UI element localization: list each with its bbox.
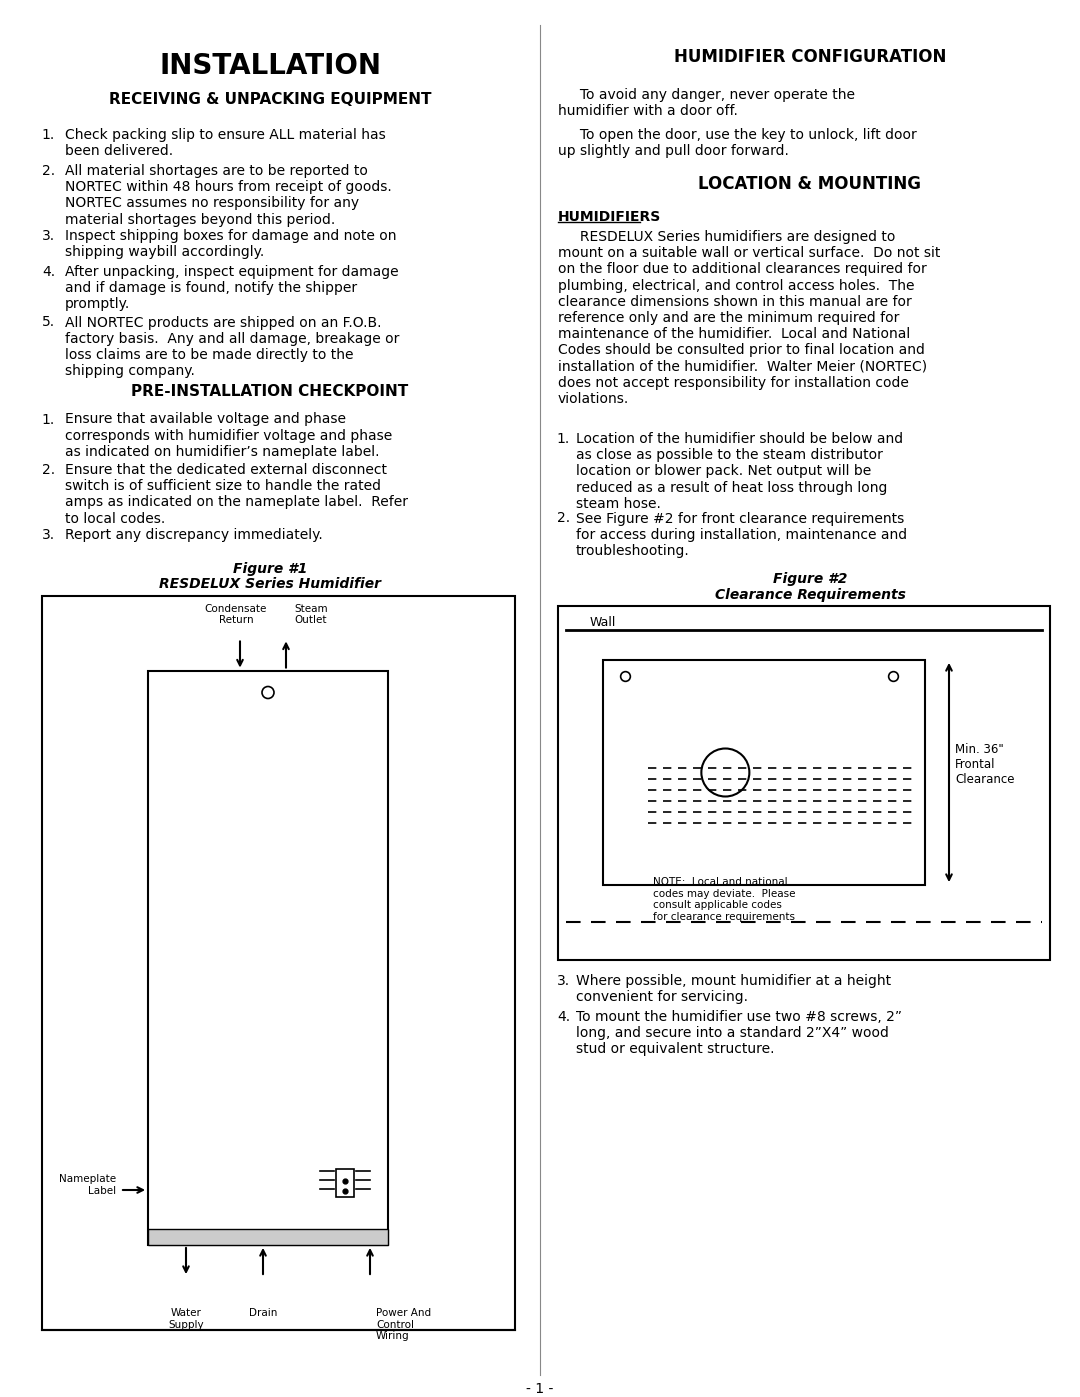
Text: Ensure that available voltage and phase
corresponds with humidifier voltage and : Ensure that available voltage and phase … <box>65 412 392 458</box>
Text: - 1 -: - 1 - <box>526 1382 554 1396</box>
Text: Report any discrepancy immediately.: Report any discrepancy immediately. <box>65 528 323 542</box>
Text: Condensate
Return: Condensate Return <box>205 604 267 624</box>
Text: Clearance Requirements: Clearance Requirements <box>715 588 905 602</box>
Text: Min. 36"
Frontal
Clearance: Min. 36" Frontal Clearance <box>955 743 1014 787</box>
Text: 1.: 1. <box>42 412 55 426</box>
Text: 2.: 2. <box>557 511 570 525</box>
Text: HUMIDIFIER CONFIGURATION: HUMIDIFIER CONFIGURATION <box>674 47 946 66</box>
Text: See Figure #2 for front clearance requirements
for access during installation, m: See Figure #2 for front clearance requir… <box>576 511 907 557</box>
Text: Wall: Wall <box>590 616 617 629</box>
Text: HUMIDIFIERS: HUMIDIFIERS <box>558 210 661 224</box>
Bar <box>42 595 515 1330</box>
Text: Inspect shipping boxes for damage and note on
shipping waybill accordingly.: Inspect shipping boxes for damage and no… <box>65 229 396 260</box>
Bar <box>148 671 388 1245</box>
Text: 2.: 2. <box>42 462 55 476</box>
Text: All NORTEC products are shipped on an F.O.B.
factory basis.  Any and all damage,: All NORTEC products are shipped on an F.… <box>65 316 400 379</box>
Text: Check packing slip to ensure ALL material has
been delivered.: Check packing slip to ensure ALL materia… <box>65 129 386 158</box>
Text: 2.: 2. <box>42 163 55 177</box>
Text: Drain: Drain <box>248 1308 278 1317</box>
Text: 1.: 1. <box>42 129 55 142</box>
Text: 3.: 3. <box>42 528 55 542</box>
Text: 1.: 1. <box>557 432 570 446</box>
Text: RESDELUX Series Humidifier: RESDELUX Series Humidifier <box>159 577 381 591</box>
Text: Figure #2: Figure #2 <box>773 571 847 585</box>
Text: Where possible, mount humidifier at a height
convenient for servicing.: Where possible, mount humidifier at a he… <box>576 974 891 1004</box>
Text: To open the door, use the key to unlock, lift door
up slightly and pull door for: To open the door, use the key to unlock,… <box>558 129 917 158</box>
Bar <box>603 659 924 886</box>
Text: After unpacking, inspect equipment for damage
and if damage is found, notify the: After unpacking, inspect equipment for d… <box>65 265 399 312</box>
Text: 3.: 3. <box>42 229 55 243</box>
Text: Steam
Outlet: Steam Outlet <box>294 604 327 624</box>
Text: Water
Supply: Water Supply <box>168 1308 204 1330</box>
Text: RESDELUX Series humidifiers are designed to
mount on a suitable wall or vertical: RESDELUX Series humidifiers are designed… <box>558 231 941 407</box>
Text: Ensure that the dedicated external disconnect
switch is of sufficient size to ha: Ensure that the dedicated external disco… <box>65 462 408 525</box>
Text: 4.: 4. <box>557 1010 570 1024</box>
Text: Figure #1: Figure #1 <box>233 562 307 576</box>
Text: To mount the humidifier use two #8 screws, 2”
long, and secure into a standard 2: To mount the humidifier use two #8 screw… <box>576 1010 902 1056</box>
Text: To avoid any danger, never operate the
humidifier with a door off.: To avoid any danger, never operate the h… <box>558 88 855 119</box>
Text: PRE-INSTALLATION CHECKPOINT: PRE-INSTALLATION CHECKPOINT <box>132 384 408 400</box>
Text: Power And
Control
Wiring: Power And Control Wiring <box>376 1308 431 1341</box>
Text: All material shortages are to be reported to
NORTEC within 48 hours from receipt: All material shortages are to be reporte… <box>65 163 392 226</box>
Bar <box>336 1169 354 1197</box>
Bar <box>148 1229 388 1245</box>
Bar <box>558 606 1050 960</box>
Text: RECEIVING & UNPACKING EQUIPMENT: RECEIVING & UNPACKING EQUIPMENT <box>109 92 431 108</box>
Text: 4.: 4. <box>42 265 55 279</box>
Text: Nameplate
Label: Nameplate Label <box>59 1175 116 1196</box>
Text: INSTALLATION: INSTALLATION <box>159 52 381 80</box>
Text: 5.: 5. <box>42 316 55 330</box>
Text: NOTE:  Local and national
codes may deviate.  Please
consult applicable codes
fo: NOTE: Local and national codes may devia… <box>653 877 796 922</box>
Text: Location of the humidifier should be below and
as close as possible to the steam: Location of the humidifier should be bel… <box>576 432 903 511</box>
Text: LOCATION & MOUNTING: LOCATION & MOUNTING <box>699 175 921 193</box>
Text: 3.: 3. <box>557 974 570 988</box>
